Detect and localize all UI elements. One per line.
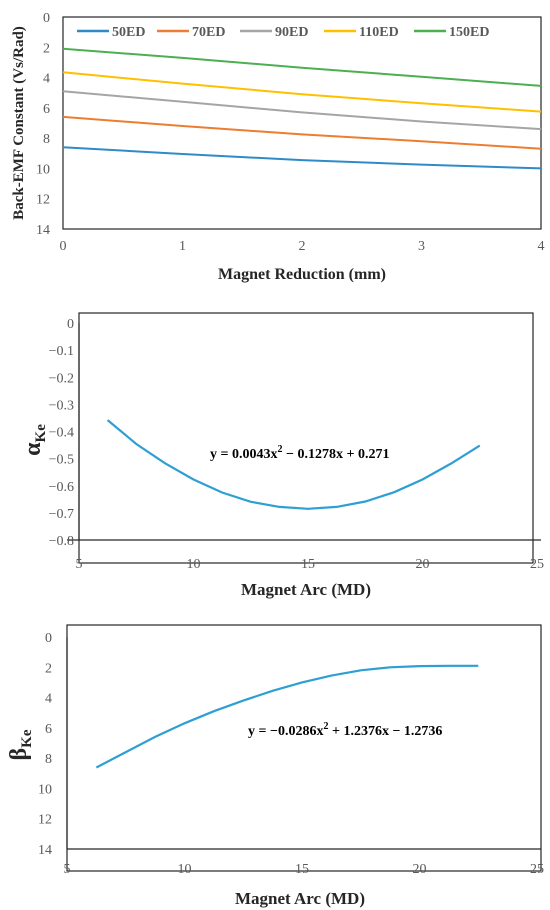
chart-2-y-tick-label: −0.6 (49, 480, 74, 495)
chart-1-legend-label-90ed: 90ED (275, 25, 308, 40)
chart-2-x-tick-label: 20 (416, 557, 430, 572)
chart-3-y-tick-label: 12 (38, 813, 52, 828)
chart-2-x-axis-label: Magnet Arc (MD) (241, 580, 371, 599)
chart-3-x-tick-label: 15 (295, 862, 309, 877)
chart-3-equation-annotation: y = −0.0286x2 + 1.2376x − 1.2736 (248, 721, 442, 739)
chart-2-plot-frame (78, 312, 534, 564)
chart-1-legend-label-70ed: 70ED (192, 25, 225, 40)
chart-1-y-tick-label: 10 (36, 162, 50, 177)
chart-1-series-line-50ed (62, 146, 542, 170)
chart-3-y-axis-label: βKe (6, 729, 35, 760)
chart-2: 0 −0.1 −0.2 −0.3 −0.4 −0.5 −0.6 −0.7 −0.8 5 10 15 2… (20, 312, 545, 599)
chart-1-x-axis-label: Magnet Reduction (mm) (218, 266, 386, 283)
chart-1-y-tick-label: 2 (43, 41, 50, 56)
chart-1-x-tick-label: 3 (418, 239, 425, 254)
chart-1-y-tick-label: 4 (43, 72, 50, 87)
chart-1-y-tick-label: 12 (36, 193, 50, 208)
chart-3-x-tick-label: 5 (64, 862, 71, 877)
chart-1-series-line-90ed (62, 90, 542, 131)
chart-1-series-lines (62, 47, 542, 170)
chart-3-y-tick-label: 2 (45, 661, 52, 676)
chart-2-y-tick-label: −0.4 (49, 426, 74, 441)
chart-3-x-axis-label: Magnet Arc (MD) (235, 889, 365, 908)
chart-3-x-tick-label: 20 (413, 862, 427, 877)
chart-1-y-ticks: 0 2 4 6 8 10 12 14 (36, 11, 50, 238)
chart-1-x-ticks: 0 1 2 3 4 (60, 239, 545, 254)
chart-3-x-ticks: 5 10 15 20 25 (64, 862, 545, 877)
chart-1-y-axis-label: Back-EMF Constant (Vs/Rad) (11, 26, 27, 220)
chart-3-x-tick-label: 10 (178, 862, 192, 877)
chart-3-y-tick-label: 0 (45, 631, 52, 646)
chart-3-y-tick-label: 6 (45, 722, 52, 737)
chart-1-x-tick-label: 2 (299, 239, 306, 254)
chart-2-y-ticks: 0 −0.1 −0.2 −0.3 −0.4 −0.5 −0.6 −0.7 −0.8 (49, 317, 74, 549)
chart-2-y-tick-label: −0.1 (49, 344, 74, 359)
chart-1-legend-label-50ed: 50ED (112, 25, 145, 40)
chart-1-y-tick-label: 8 (43, 132, 50, 147)
chart-1-series-line-150ed (62, 47, 542, 87)
chart-1-plot-frame (62, 16, 542, 230)
chart-3: 0 2 4 6 8 10 12 14 5 10 15 20 25 y = −0.0286x2 + 1.… (6, 624, 545, 908)
chart-2-y-tick-label: −0.3 (49, 398, 74, 413)
chart-3-x-tick-label: 25 (530, 862, 544, 877)
chart-3-y-tick-label: 10 (38, 782, 52, 797)
chart-2-y-tick-label: 0 (67, 317, 74, 332)
chart-2-y-tick-label: −0.2 (49, 371, 74, 386)
chart-2-y-tick-label: −0.8 (49, 534, 74, 549)
chart-3-y-tick-label: 8 (45, 752, 52, 767)
chart-1-series-line-70ed (62, 115, 542, 150)
chart-2-x-ticks: 5 10 15 20 25 (76, 557, 545, 572)
chart-2-x-tick-label: 25 (530, 557, 544, 572)
chart-2-y-tick-label: −0.7 (49, 507, 74, 522)
chart-2-x-tick-label: 5 (76, 557, 83, 572)
chart-1-legend-label-110ed: 110ED (359, 25, 399, 40)
chart-1-y-tick-label: 0 (43, 11, 50, 26)
chart-2-equation-annotation: y = 0.0043x2 − 0.1278x + 0.271 (210, 444, 389, 462)
chart-3-y-tick-label: 4 (45, 692, 52, 707)
chart-2-x-tick-label: 10 (187, 557, 201, 572)
chart-1-y-tick-label: 14 (36, 223, 50, 238)
chart-1-x-tick-label: 1 (179, 239, 186, 254)
chart-1-legend: 50ED 70ED 90ED 110ED 150ED (77, 25, 489, 40)
chart-3-y-tick-label: 14 (38, 843, 52, 858)
chart-1-x-tick-label: 0 (60, 239, 67, 254)
chart-1-series-line-110ed (62, 71, 542, 113)
chart-3-y-ticks: 0 2 4 6 8 10 12 14 (38, 631, 52, 858)
chart-1-x-tick-label: 4 (538, 239, 545, 254)
chart-2-x-tick-label: 15 (301, 557, 315, 572)
chart-3-plot-frame (66, 624, 542, 872)
chart-3-fit-curve (95, 664, 479, 769)
chart-1-y-tick-label: 6 (43, 102, 50, 117)
chart-1-legend-label-150ed: 150ED (449, 25, 489, 40)
chart-2-y-axis-label: αKe (20, 424, 49, 456)
chart-2-y-tick-label: −0.5 (49, 453, 74, 468)
chart-2-fit-curve (106, 419, 481, 510)
